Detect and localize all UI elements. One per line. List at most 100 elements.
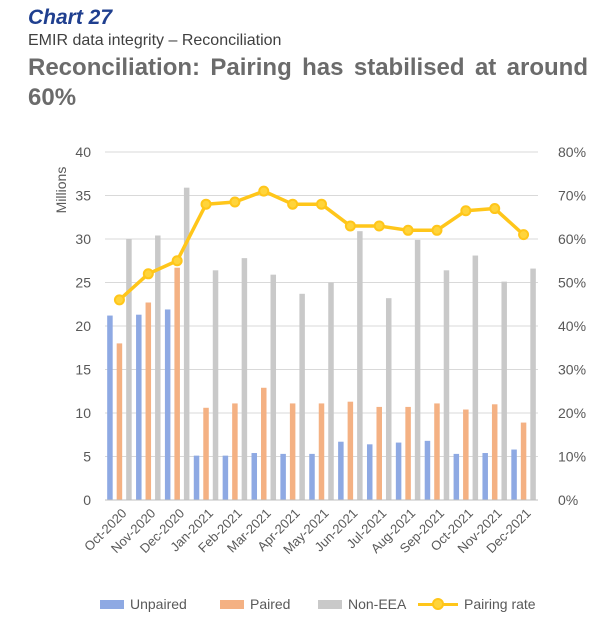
- bar-non-eea: [212, 270, 219, 500]
- bar-unpaired: [251, 453, 258, 500]
- bar-non-eea: [443, 270, 450, 500]
- bar-unpaired: [309, 453, 315, 500]
- bar-unpaired: [280, 453, 286, 500]
- pairing-rate-point: [171, 255, 183, 267]
- y2-tick-label: 30%: [558, 362, 586, 378]
- y2-tick-label: 80%: [558, 144, 586, 160]
- y-tick-label: 10: [75, 405, 91, 421]
- legend-item-pairing-rate: Pairing rate: [418, 592, 536, 616]
- bar-unpaired: [193, 455, 200, 500]
- y-tick-label: 15: [75, 362, 91, 378]
- bar-non-eea: [328, 282, 334, 500]
- bar-series: [107, 187, 536, 501]
- pairing-rate-point: [460, 205, 472, 217]
- y-tick-label: 0: [83, 492, 91, 508]
- right-axis: 0% 10% 20% 30% 40% 50% 60% 70% 80%: [558, 144, 586, 508]
- bar-non-eea: [241, 258, 248, 500]
- legend-swatch-paired: [220, 599, 244, 609]
- bar-unpaired: [136, 314, 142, 500]
- bar-paired: [520, 422, 527, 500]
- bar-paired: [203, 407, 209, 500]
- bar-unpaired: [164, 309, 171, 500]
- legend-label-unpaired: Unpaired: [130, 596, 187, 612]
- bar-non-eea: [385, 298, 392, 500]
- bar-paired: [463, 409, 469, 500]
- bar-paired: [347, 401, 354, 500]
- x-axis: Oct-2020Nov-2020Dec-2020Jan-2021Feb-2021…: [81, 499, 538, 557]
- bar-paired: [491, 404, 498, 500]
- y-tick-label: 25: [75, 275, 91, 291]
- bar-non-eea: [155, 235, 161, 500]
- y2-tick-label: 50%: [558, 275, 586, 291]
- pairing-rate-point: [402, 224, 414, 236]
- bar-paired: [232, 403, 238, 500]
- left-axis: 0 5 10 15 20 25 30 35 40: [75, 144, 91, 508]
- pairing-rate-point: [200, 198, 212, 210]
- bar-unpaired: [511, 449, 517, 500]
- y-tick-label: 40: [75, 144, 91, 160]
- pairing-rate-point: [142, 268, 154, 280]
- pairing-rate-point: [431, 224, 443, 236]
- y2-tick-label: 0%: [558, 492, 578, 508]
- legend: Unpaired Paired Non-EEA Pairing rate: [100, 592, 570, 616]
- chart-subtitle: EMIR data integrity – Reconciliation: [28, 32, 282, 49]
- chart-title: Reconciliation: Pairing has stabilised a…: [28, 54, 588, 111]
- pairing-rate-point: [373, 220, 385, 232]
- bar-paired: [145, 302, 152, 500]
- legend-swatch-non-eea: [318, 599, 342, 609]
- legend-item-unpaired: Unpaired: [100, 592, 187, 616]
- bar-non-eea: [414, 239, 421, 500]
- bar-non-eea: [183, 187, 190, 501]
- bar-non-eea: [357, 231, 363, 501]
- bar-unpaired: [453, 453, 460, 500]
- pairing-rate-line: [113, 185, 530, 306]
- y2-tick-label: 10%: [558, 449, 586, 465]
- y-tick-label: 30: [75, 231, 91, 247]
- bar-non-eea: [270, 274, 277, 500]
- combo-chart: 0 5 10 15 20 25 30 35 40 0% 10% 20% 30% 40% 50% 60% 70%…: [53, 144, 586, 557]
- bar-non-eea: [299, 293, 305, 500]
- bar-unpaired: [222, 455, 229, 500]
- y2-tick-label: 60%: [558, 231, 586, 247]
- bar-paired: [174, 267, 180, 500]
- chart-header: Chart 27 EMIR data integrity – Reconcili…: [28, 6, 588, 113]
- pairing-rate-point: [344, 220, 356, 232]
- bar-paired: [261, 387, 267, 500]
- y-tick-label: 35: [75, 188, 91, 204]
- bar-paired: [376, 406, 382, 500]
- bar-paired: [116, 343, 123, 500]
- y-tick-label: 5: [83, 449, 91, 465]
- pairing-rate-point: [258, 185, 270, 197]
- y2-tick-label: 40%: [558, 318, 586, 334]
- bar-unpaired: [482, 453, 488, 500]
- bar-unpaired: [366, 444, 373, 500]
- bar-paired: [289, 403, 296, 500]
- pairing-rate-point: [316, 198, 327, 210]
- bar-non-eea: [126, 239, 132, 500]
- legend-swatch-pairing-rate: [418, 597, 458, 611]
- chart-number: Chart 27: [28, 6, 113, 29]
- pairing-rate-point: [518, 229, 530, 241]
- legend-label-pairing-rate: Pairing rate: [464, 596, 536, 612]
- bar-non-eea: [472, 255, 479, 500]
- legend-item-non-eea: Non-EEA: [318, 592, 406, 616]
- legend-label-paired: Paired: [250, 596, 291, 612]
- bar-paired: [318, 403, 325, 500]
- legend-item-paired: Paired: [220, 592, 290, 616]
- bar-unpaired: [107, 315, 113, 500]
- pairing-rate-point: [113, 294, 125, 306]
- bar-unpaired: [395, 442, 402, 500]
- legend-swatch-unpaired: [100, 599, 124, 609]
- y2-tick-label: 20%: [558, 405, 586, 421]
- bar-paired: [405, 406, 411, 500]
- y2-tick-label: 70%: [558, 188, 586, 204]
- y-axis-label: Millions: [53, 167, 69, 214]
- pairing-rate-point: [287, 198, 299, 210]
- bar-paired: [434, 403, 440, 500]
- bar-unpaired: [338, 441, 344, 500]
- pairing-rate-point: [489, 203, 501, 215]
- bar-non-eea: [501, 281, 507, 500]
- y-tick-label: 20: [75, 318, 91, 334]
- bar-non-eea: [530, 268, 536, 500]
- pairing-rate-point: [229, 196, 241, 208]
